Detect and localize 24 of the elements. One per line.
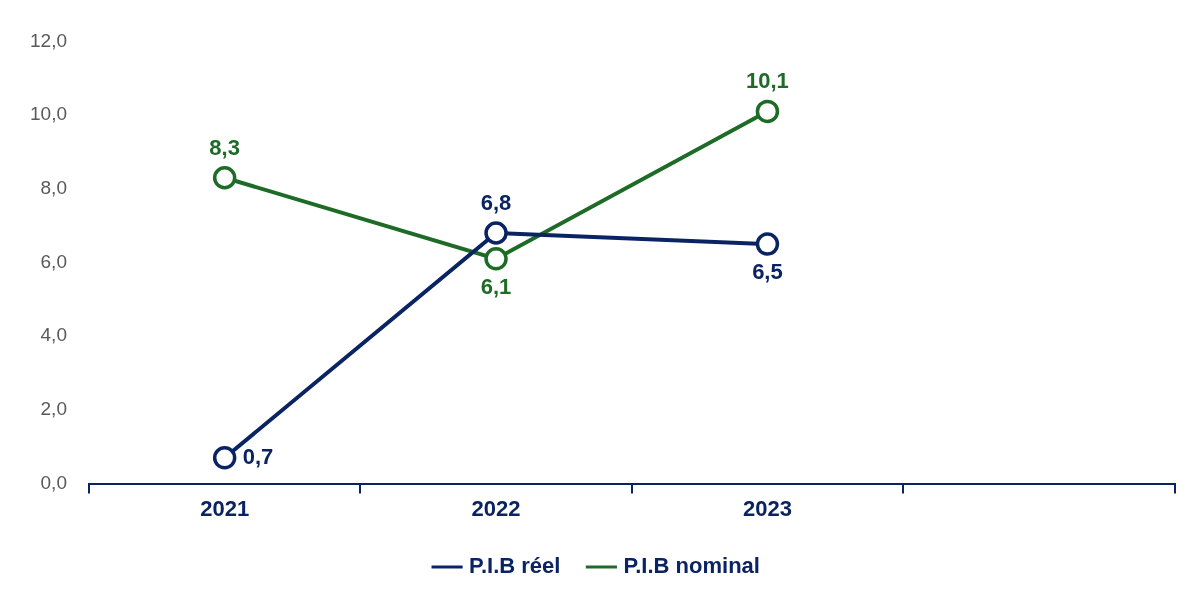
data-label: 0,7 xyxy=(242,443,274,469)
data-label: 8,3 xyxy=(209,134,240,160)
y-tick-label: 12,0 xyxy=(30,29,67,51)
data-label: 6,8 xyxy=(480,190,512,216)
y-tick-label: 4,0 xyxy=(40,324,67,346)
y-tick-label: 6,0 xyxy=(40,250,67,272)
x-tick-label: 2021 xyxy=(200,495,250,521)
legend-label: P.I.B nominal xyxy=(623,553,760,579)
legend-label: P.I.B réel xyxy=(469,553,561,579)
y-tick-label: 10,0 xyxy=(30,103,67,125)
point xyxy=(484,247,508,271)
data-label: 10,1 xyxy=(746,68,789,94)
point xyxy=(755,232,780,256)
data-label: 6,1 xyxy=(480,273,512,299)
point xyxy=(212,166,237,190)
y-tick-label: 2,0 xyxy=(40,398,67,420)
data-label: 6,5 xyxy=(752,259,783,285)
x-tick-label: 2023 xyxy=(742,495,792,521)
y-tick-label: 8,0 xyxy=(40,177,67,199)
point xyxy=(755,99,780,124)
x-tick-label: 2022 xyxy=(471,495,521,521)
y-tick-label: 0,0 xyxy=(40,471,67,493)
point xyxy=(212,446,237,470)
point xyxy=(484,221,508,245)
